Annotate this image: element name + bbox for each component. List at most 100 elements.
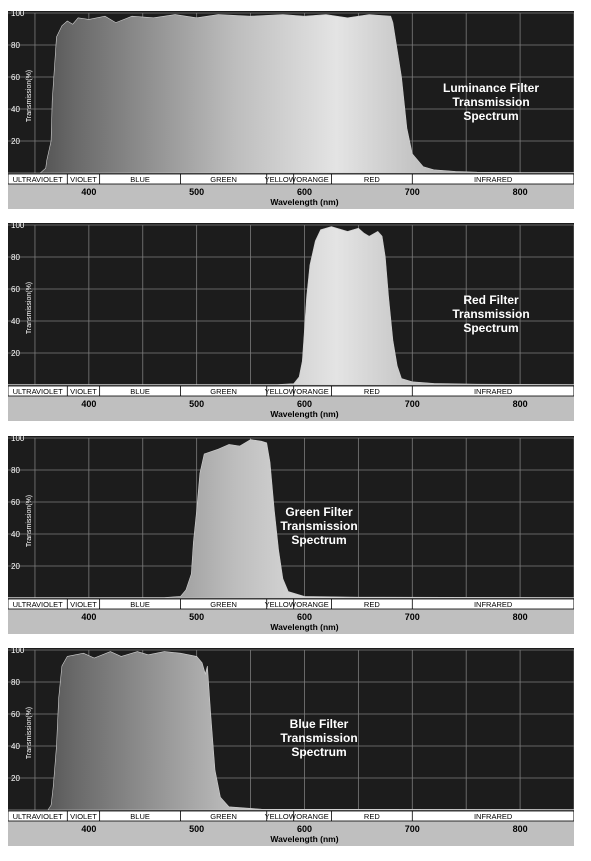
chart-title-line: Green Filter: [285, 505, 353, 519]
y-tick-label: 100: [11, 648, 25, 655]
x-tick-label: 400: [81, 824, 96, 834]
chart-title-line: Spectrum: [291, 745, 346, 759]
x-tick-label: 700: [405, 612, 420, 622]
band-label: VIOLET: [70, 175, 97, 184]
chart-title-line: Transmission: [280, 519, 357, 533]
chart-title-line: Transmission: [280, 731, 357, 745]
band-label: BLUE: [130, 387, 150, 396]
x-tick-label: 600: [297, 399, 312, 409]
spectrum-band-strip: [8, 385, 574, 397]
y-tick-label: 80: [11, 41, 20, 50]
transmission-curve: [8, 439, 574, 599]
blue-chart-panel: 20 40 60 80 100 Transmission(%) Blue Filter Tra…: [8, 648, 574, 846]
y-tick-label: 40: [11, 105, 20, 114]
y-axis-label: Transmission(%): [26, 495, 33, 547]
band-label: VIOLET: [70, 387, 97, 396]
y-tick-label: 20: [11, 137, 20, 146]
y-tick-label: 80: [11, 466, 20, 475]
band-label: ULTRAVIOLET: [13, 812, 64, 821]
spectrum-band-strip: [8, 173, 574, 185]
x-tick-label: 600: [297, 187, 312, 197]
green-chart-panel: 20 40 60 80 100 Transmission(%) Green Filter Tr…: [8, 436, 574, 634]
band-label: ULTRAVIOLET: [13, 600, 64, 609]
band-label: INFRARED: [474, 812, 513, 821]
y-tick-label: 100: [11, 436, 25, 443]
x-axis-label: Wavelength (nm): [270, 409, 338, 419]
band-label: VIOLET: [70, 600, 97, 609]
x-tick-label: 700: [405, 399, 420, 409]
chart-title-line: Spectrum: [463, 109, 518, 123]
band-label: GREEN: [210, 175, 237, 184]
transmission-curve: [8, 651, 574, 811]
plot-area: [8, 223, 574, 386]
chart-title-line: Luminance Filter: [443, 81, 539, 95]
band-label: ORANGE: [296, 600, 329, 609]
band-label: GREEN: [210, 387, 237, 396]
y-tick-label: 100: [11, 11, 25, 18]
band-label: BLUE: [130, 175, 150, 184]
chart-title-line: Spectrum: [291, 533, 346, 547]
x-tick-label: 600: [297, 612, 312, 622]
band-label: INFRARED: [474, 175, 513, 184]
red-chart-panel: 20 40 60 80 100 Transmission(%) Red Filter Tran…: [8, 223, 574, 421]
x-axis-label: Wavelength (nm): [270, 622, 338, 632]
luminance-chart-panel: 20 40 60 80 100 Transmission(%) Luminance Filt…: [8, 11, 574, 209]
x-tick-label: 800: [513, 399, 528, 409]
x-tick-label: 800: [513, 824, 528, 834]
y-tick-label: 80: [11, 253, 20, 262]
band-label: RED: [364, 600, 380, 609]
band-label: RED: [364, 387, 380, 396]
y-tick-label: 60: [11, 285, 20, 294]
band-label: YELLOW: [265, 600, 297, 609]
x-tick-label: 500: [189, 612, 204, 622]
chart-title-line: Spectrum: [463, 321, 518, 335]
band-label: ORANGE: [296, 812, 329, 821]
band-label: YELLOW: [265, 175, 297, 184]
x-axis-label: Wavelength (nm): [270, 197, 338, 207]
x-tick-label: 700: [405, 824, 420, 834]
band-label: GREEN: [210, 812, 237, 821]
y-axis-label: Transmission(%): [26, 70, 33, 122]
y-tick-label: 20: [11, 562, 20, 571]
x-tick-label: 400: [81, 612, 96, 622]
blue-chart: 20 40 60 80 100 Transmission(%) Blue FilterTra…: [8, 648, 574, 846]
y-tick-label: 40: [11, 530, 20, 539]
band-label: GREEN: [210, 600, 237, 609]
x-tick-label: 500: [189, 187, 204, 197]
band-label: BLUE: [130, 600, 150, 609]
x-tick-label: 500: [189, 399, 204, 409]
chart-title-line: Blue Filter: [290, 717, 349, 731]
y-tick-label: 40: [11, 742, 20, 751]
band-label: ORANGE: [296, 387, 329, 396]
x-tick-label: 500: [189, 824, 204, 834]
x-tick-label: 400: [81, 187, 96, 197]
y-tick-label: 80: [11, 678, 20, 687]
y-tick-label: 60: [11, 710, 20, 719]
band-label: BLUE: [130, 812, 150, 821]
spectrum-band-strip: [8, 598, 574, 610]
y-tick-label: 60: [11, 73, 20, 82]
x-tick-label: 800: [513, 612, 528, 622]
x-tick-label: 800: [513, 187, 528, 197]
chart-title-line: Transmission: [452, 95, 529, 109]
luminance-chart: 20 40 60 80 100 Transmission(%) Luminance Filt…: [8, 11, 574, 209]
x-tick-label: 600: [297, 824, 312, 834]
band-label: YELLOW: [265, 387, 297, 396]
red-chart: 20 40 60 80 100 Transmission(%) Red FilterTran…: [8, 223, 574, 421]
band-label: RED: [364, 175, 380, 184]
plot-area: [8, 436, 574, 599]
band-label: RED: [364, 812, 380, 821]
x-axis-label: Wavelength (nm): [270, 834, 338, 844]
band-label: INFRARED: [474, 600, 513, 609]
y-tick-label: 20: [11, 349, 20, 358]
y-axis-label: Transmission(%): [26, 707, 33, 759]
transmission-curve: [8, 14, 574, 174]
transmission-curve: [8, 226, 574, 386]
band-label: ULTRAVIOLET: [13, 387, 64, 396]
y-tick-label: 60: [11, 498, 20, 507]
y-tick-label: 100: [11, 223, 25, 230]
band-label: ORANGE: [296, 175, 329, 184]
spectrum-band-strip: [8, 810, 574, 822]
green-chart: 20 40 60 80 100 Transmission(%) Green FilterTr…: [8, 436, 574, 634]
y-tick-label: 40: [11, 317, 20, 326]
